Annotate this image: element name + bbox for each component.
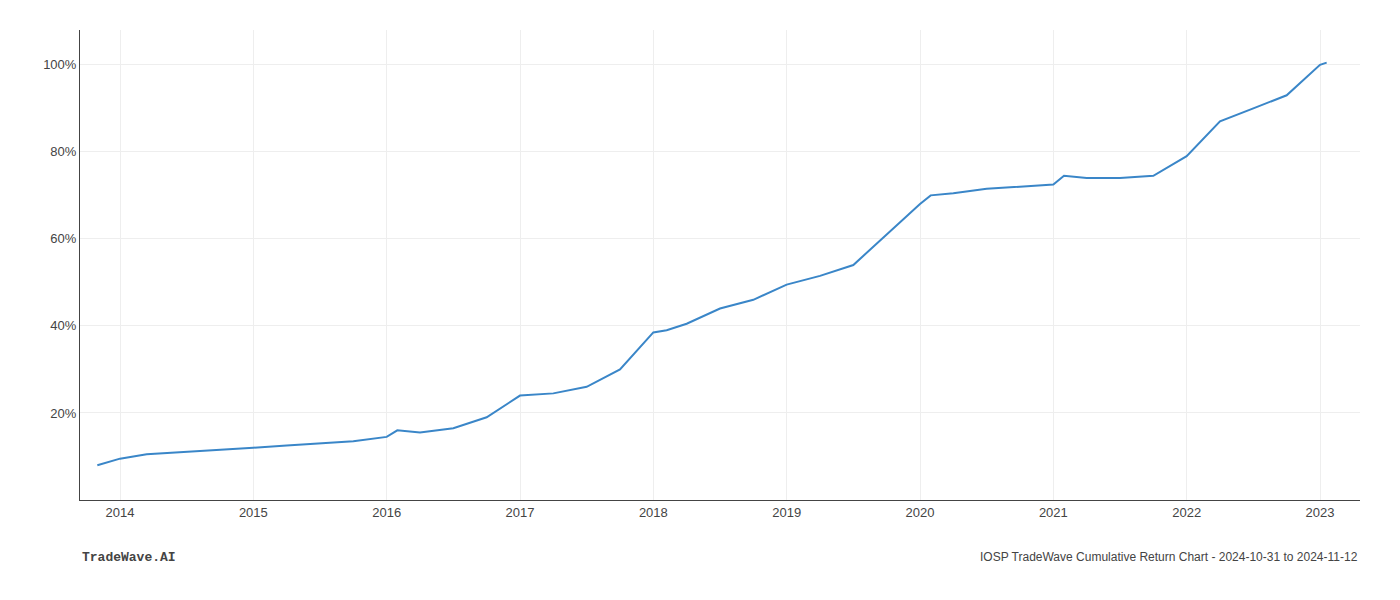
svg-text:100%: 100% <box>43 57 77 72</box>
svg-text:40%: 40% <box>50 318 76 333</box>
svg-text:TradeWave.AI: TradeWave.AI <box>82 550 176 565</box>
svg-text:2015: 2015 <box>239 505 268 520</box>
svg-text:2016: 2016 <box>372 505 401 520</box>
svg-text:2023: 2023 <box>1306 505 1335 520</box>
svg-text:IOSP TradeWave Cumulative Retu: IOSP TradeWave Cumulative Return Chart -… <box>980 550 1358 564</box>
svg-text:2017: 2017 <box>506 505 535 520</box>
svg-text:80%: 80% <box>50 144 76 159</box>
svg-text:2020: 2020 <box>906 505 935 520</box>
svg-text:2018: 2018 <box>639 505 668 520</box>
svg-text:2022: 2022 <box>1172 505 1201 520</box>
svg-text:2014: 2014 <box>106 505 135 520</box>
svg-text:2019: 2019 <box>772 505 801 520</box>
svg-text:2021: 2021 <box>1039 505 1068 520</box>
svg-text:20%: 20% <box>50 406 76 421</box>
svg-text:60%: 60% <box>50 231 76 246</box>
